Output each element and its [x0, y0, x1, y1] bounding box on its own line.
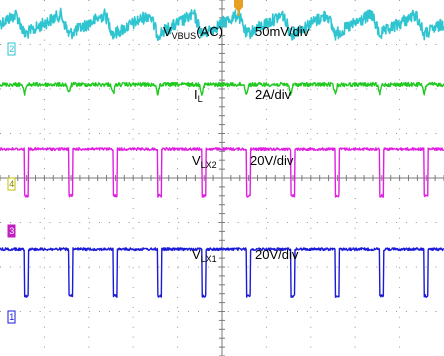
channel-marker-2: 2 — [7, 42, 16, 56]
scale-il: 2A/div — [255, 87, 292, 102]
trigger-marker — [234, 0, 243, 16]
svg-text:IL: IL — [194, 87, 203, 104]
channel-marker-3: 3 — [7, 224, 16, 238]
scale-vlx2: 20V/div — [250, 153, 294, 168]
svg-text:4: 4 — [9, 179, 14, 189]
trace-vlx2 — [0, 147, 444, 198]
svg-text:VLX2: VLX2 — [192, 153, 217, 170]
svg-text:VLX1: VLX1 — [192, 247, 217, 264]
label-vlx2: VLX2 20V/div — [192, 153, 294, 170]
svg-text:2: 2 — [9, 44, 14, 54]
label-vbus: VVBUS(AC) 50mV/div — [163, 24, 310, 41]
channel-marker-1: 1 — [7, 310, 16, 324]
waveform-traces — [0, 7, 444, 298]
trace-vlx1 — [0, 247, 444, 298]
svg-text:1: 1 — [9, 312, 14, 322]
label-il: IL 2A/div — [194, 87, 292, 104]
svg-text:3: 3 — [9, 226, 14, 236]
label-vlx1: VLX1 20V/div — [192, 247, 299, 264]
channel-marker-4: 4 — [7, 177, 16, 191]
svg-text:VVBUS(AC): VVBUS(AC) — [163, 24, 223, 41]
trace-il — [0, 81, 444, 96]
scale-vbus: 50mV/div — [255, 24, 310, 39]
trace-vvbus — [0, 7, 444, 42]
scale-vlx1: 20V/div — [255, 247, 299, 262]
